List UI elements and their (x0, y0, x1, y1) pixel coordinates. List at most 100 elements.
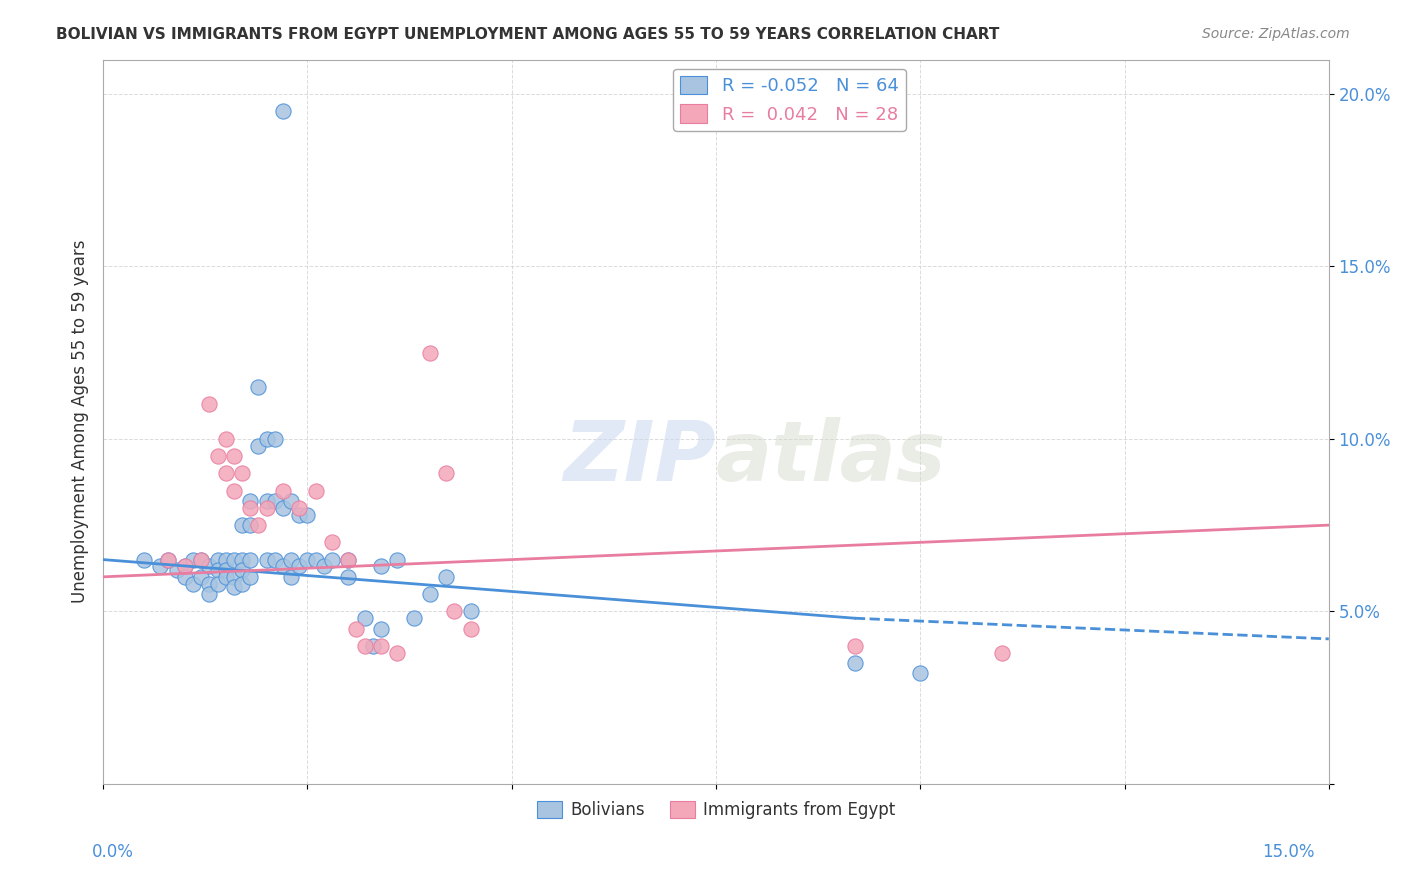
Point (337, 552, 360, 566)
Point (149, 559, 172, 574)
Point (222, 483, 245, 498)
Point (460, 604, 482, 618)
Point (370, 622, 392, 636)
Point (256, 500, 278, 515)
Point (190, 552, 212, 566)
Point (288, 500, 311, 515)
Point (222, 449, 245, 463)
Point (231, 518, 253, 533)
Point (207, 552, 229, 566)
Point (215, 552, 238, 566)
Text: atlas: atlas (716, 417, 946, 499)
Point (280, 570, 302, 584)
Point (402, 611, 425, 625)
Point (263, 494, 285, 508)
Point (207, 449, 229, 463)
Point (361, 639, 384, 653)
Point (304, 552, 326, 566)
Point (231, 467, 253, 481)
Point (419, 587, 441, 601)
Point (271, 500, 294, 515)
Point (288, 559, 311, 574)
Legend: Bolivians, Immigrants from Egypt: Bolivians, Immigrants from Egypt (530, 795, 901, 826)
Point (173, 559, 195, 574)
Text: 0.0%: 0.0% (91, 843, 134, 861)
Point (297, 552, 319, 566)
Point (239, 500, 262, 515)
Point (198, 576, 221, 591)
Point (207, 563, 229, 577)
Point (370, 559, 392, 574)
Point (239, 570, 262, 584)
Point (844, 639, 866, 653)
Point (353, 611, 375, 625)
Point (297, 508, 319, 522)
Point (190, 570, 212, 584)
Point (181, 576, 204, 591)
Point (387, 646, 409, 660)
Text: Source: ZipAtlas.com: Source: ZipAtlas.com (1202, 27, 1350, 41)
Point (247, 518, 270, 533)
Point (280, 494, 302, 508)
Point (321, 535, 343, 549)
Point (239, 494, 262, 508)
Point (460, 622, 482, 636)
Point (256, 432, 278, 446)
Point (215, 563, 238, 577)
Point (443, 604, 465, 618)
Point (157, 552, 180, 566)
Point (173, 570, 195, 584)
Point (271, 559, 294, 574)
Point (910, 666, 932, 681)
Point (239, 552, 262, 566)
Point (271, 104, 294, 119)
Point (256, 552, 278, 566)
Point (173, 559, 195, 574)
Point (231, 576, 253, 591)
Text: ZIP: ZIP (564, 417, 716, 499)
Point (844, 656, 866, 670)
Point (434, 467, 457, 481)
Text: 15.0%: 15.0% (1263, 843, 1315, 861)
Point (181, 552, 204, 566)
Point (190, 552, 212, 566)
Point (321, 552, 343, 566)
Point (231, 552, 253, 566)
Point (198, 587, 221, 601)
Point (247, 380, 270, 394)
Point (353, 639, 375, 653)
Point (198, 559, 221, 574)
Point (280, 552, 302, 566)
Point (434, 570, 457, 584)
Point (387, 552, 409, 566)
Point (337, 570, 360, 584)
Point (263, 552, 285, 566)
Point (157, 552, 180, 566)
Point (231, 563, 253, 577)
Point (222, 580, 245, 594)
Point (304, 483, 326, 498)
Point (419, 345, 441, 359)
Point (263, 432, 285, 446)
Point (166, 563, 188, 577)
Point (207, 576, 229, 591)
Point (271, 483, 294, 498)
Point (215, 570, 238, 584)
Point (346, 622, 368, 636)
Point (288, 508, 311, 522)
Y-axis label: Unemployment Among Ages 55 to 59 years: Unemployment Among Ages 55 to 59 years (72, 240, 89, 603)
Point (215, 432, 238, 446)
Point (247, 439, 270, 453)
Point (991, 646, 1014, 660)
Point (222, 570, 245, 584)
Point (222, 552, 245, 566)
Text: BOLIVIAN VS IMMIGRANTS FROM EGYPT UNEMPLOYMENT AMONG AGES 55 TO 59 YEARS CORRELA: BOLIVIAN VS IMMIGRANTS FROM EGYPT UNEMPL… (56, 27, 1000, 42)
Point (312, 559, 335, 574)
Point (132, 552, 155, 566)
Point (215, 467, 238, 481)
Point (198, 397, 221, 411)
Point (239, 518, 262, 533)
Point (337, 552, 360, 566)
Point (370, 639, 392, 653)
Point (256, 494, 278, 508)
